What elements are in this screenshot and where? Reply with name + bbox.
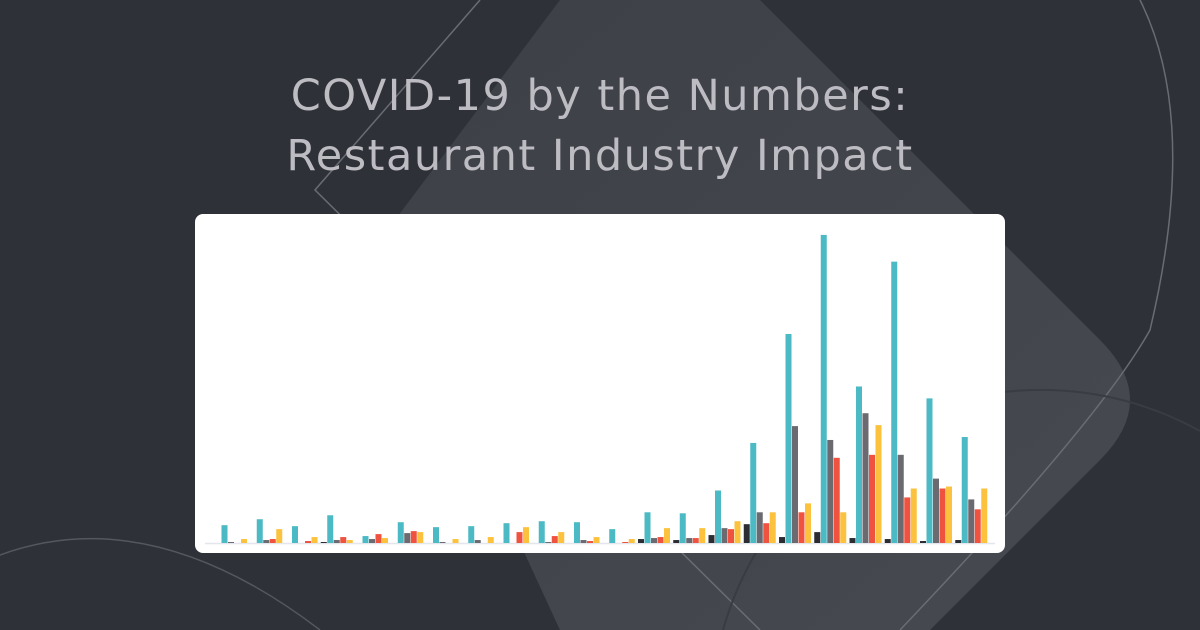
title-line-2: Restaurant Industry Impact	[286, 131, 914, 181]
bar-group-6-series-2	[397, 522, 404, 543]
bar-group-22-series-1	[955, 540, 962, 543]
bar-group-18-series-5	[840, 512, 847, 543]
bar-group-7-series-3	[439, 542, 446, 543]
bar-group-16-series-5	[769, 512, 776, 543]
bar-group-19-series-2	[856, 386, 862, 543]
bar-group-16-series-3	[756, 512, 763, 543]
bar-group-17-series-1	[779, 537, 785, 543]
bar-group-2-series-3	[263, 540, 270, 543]
bar-group-12-series-2	[609, 529, 616, 543]
bar-group-17-series-4	[798, 512, 805, 543]
bar-group-7-series-2	[433, 527, 439, 543]
bar-group-13-series-1	[638, 539, 644, 543]
bar-group-1-series-5	[241, 539, 247, 543]
bar-group-16-series-1	[743, 524, 750, 543]
bar-group-4-series-1	[320, 542, 327, 543]
bar-group-6-series-3	[404, 533, 411, 543]
bar-group-22-series-3	[968, 499, 975, 543]
bar-group-22-series-5	[981, 488, 988, 543]
bar-group-7-series-5	[452, 539, 459, 543]
bar-group-8-series-3	[474, 540, 481, 543]
bar-group-13-series-4	[657, 537, 664, 543]
bar-group-21-series-1	[920, 541, 926, 543]
bar-group-15-series-5	[734, 521, 741, 543]
bar-group-6-series-5	[417, 532, 424, 543]
bar-group-15-series-2	[715, 490, 721, 543]
bar-group-19-series-5	[875, 425, 882, 543]
bar-group-16-series-4	[763, 523, 770, 543]
bar-group-10-series-3	[545, 542, 552, 543]
bar-group-17-series-5	[805, 503, 811, 543]
bar-group-5-series-3	[369, 539, 375, 543]
bar-group-19-series-1	[849, 538, 856, 543]
chart-card	[195, 214, 1005, 553]
bar-group-18-series-3	[827, 439, 834, 543]
bar-group-11-series-3	[580, 540, 587, 543]
bar-group-3-series-2	[292, 526, 298, 543]
bar-group-10-series-2	[538, 521, 545, 543]
bar-group-14-series-2	[679, 513, 686, 543]
bar-group-15-series-3	[721, 528, 728, 543]
bar-group-2-series-4	[269, 539, 276, 543]
bar-group-11-series-2	[574, 522, 580, 543]
bar-group-16-series-2	[750, 442, 757, 543]
bar-group-14-series-4	[692, 538, 699, 543]
bar-group-4-series-2	[327, 515, 334, 543]
bar-group-4-series-5	[346, 540, 353, 543]
bar-group-20-series-1	[884, 539, 891, 543]
bar-group-3-series-5	[311, 537, 318, 543]
bar-group-18-series-2	[820, 234, 827, 543]
bar-group-8-series-2	[468, 526, 475, 543]
bar-group-11-series-4	[587, 541, 593, 543]
bar-group-11-series-5	[593, 537, 600, 543]
bar-group-18-series-1	[814, 532, 821, 543]
bar-group-17-series-2	[785, 333, 792, 543]
bar-group-20-series-3	[897, 454, 904, 543]
bar-group-9-series-2	[503, 523, 510, 543]
bar-group-22-series-2	[961, 437, 968, 543]
bar-group-14-series-3	[686, 538, 693, 543]
bar-group-17-series-3	[792, 426, 798, 543]
bar-group-10-series-5	[558, 532, 565, 543]
bar-group-13-series-2	[644, 512, 651, 543]
bar-group-5-series-5	[382, 538, 388, 543]
bar-group-9-series-4	[516, 532, 523, 543]
bar-group-4-series-4	[340, 537, 347, 543]
bar-group-20-series-4	[904, 497, 911, 543]
bar-group-21-series-5	[946, 486, 952, 543]
bar-group-4-series-3	[333, 540, 340, 543]
bar-group-2-series-2	[256, 519, 263, 543]
bar-group-13-series-3	[651, 538, 657, 543]
bar-group-10-series-4	[551, 536, 558, 543]
bar-group-18-series-4	[833, 457, 840, 543]
bar-chart	[205, 234, 995, 545]
bar-group-1-series-2	[221, 525, 228, 543]
bar-group-14-series-1	[673, 540, 680, 543]
bar-group-21-series-3	[933, 478, 939, 543]
bar-group-19-series-4	[869, 454, 875, 543]
bar-group-15-series-1	[708, 535, 715, 543]
bar-group-13-series-5	[664, 528, 670, 543]
bar-group-20-series-2	[891, 261, 898, 543]
bar-group-19-series-3	[862, 413, 869, 543]
bar-group-20-series-5	[910, 488, 917, 543]
bar-group-5-series-4	[375, 534, 382, 543]
bar-group-6-series-4	[410, 531, 417, 543]
bar-group-14-series-5	[699, 528, 706, 543]
bar-group-8-series-5	[487, 537, 494, 543]
bar-group-21-series-4	[939, 488, 946, 543]
bar-group-1-series-3	[228, 542, 234, 543]
bar-group-15-series-4	[728, 529, 734, 543]
bar-group-3-series-4	[305, 541, 311, 543]
bar-group-5-series-2	[362, 536, 369, 543]
bar-group-12-series-5	[628, 539, 635, 543]
title-line-1: COVID-19 by the Numbers:	[290, 71, 910, 121]
bar-group-22-series-4	[974, 509, 981, 543]
bar-group-12-series-4	[622, 542, 629, 543]
bar-group-21-series-2	[926, 398, 933, 543]
bar-group-2-series-5	[276, 529, 283, 543]
page-title: COVID-19 by the Numbers: Restaurant Indu…	[0, 66, 1200, 186]
bar-group-9-series-5	[523, 527, 529, 543]
